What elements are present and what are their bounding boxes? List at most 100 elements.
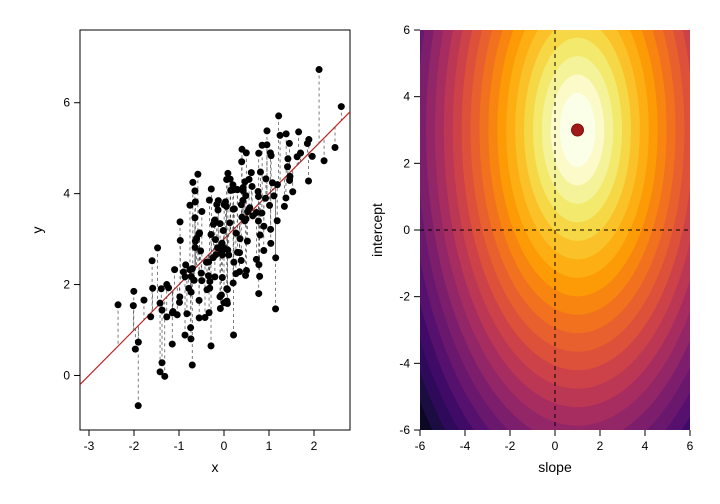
scatter-point — [249, 212, 256, 219]
y-tick-label: 2 — [63, 278, 70, 292]
scatter-point — [234, 186, 241, 193]
scatter-point — [238, 257, 245, 264]
scatter-point — [316, 66, 323, 73]
scatter-point — [286, 140, 293, 147]
scatter-point — [256, 273, 263, 280]
x-axis-label: slope — [538, 459, 572, 475]
scatter-point — [277, 132, 284, 139]
scatter-point — [182, 261, 189, 268]
scatter-point — [248, 169, 255, 176]
scatter-point — [304, 140, 311, 147]
y-tick-label: 6 — [403, 23, 410, 37]
x-tick-label: -1 — [174, 439, 185, 453]
scatter-point — [234, 249, 241, 256]
scatter-point — [140, 297, 147, 304]
scatter-point — [149, 257, 156, 264]
scatter-point — [231, 205, 238, 212]
scatter-point — [289, 188, 296, 195]
scatter-point — [191, 187, 198, 194]
scatter-point — [220, 227, 227, 234]
y-tick-label: 4 — [403, 90, 410, 104]
scatter-point — [135, 402, 142, 409]
scatter-point — [130, 302, 137, 309]
scatter-point — [284, 163, 291, 170]
scatter-point — [208, 342, 215, 349]
scatter-point — [255, 188, 262, 195]
scatter-point — [262, 175, 269, 182]
x-tick-label: 0 — [221, 439, 228, 453]
scatter-point — [219, 240, 226, 247]
scatter-point — [257, 168, 264, 175]
y-tick-label: 0 — [63, 368, 70, 382]
scatter-point — [187, 324, 194, 331]
scatter-point — [198, 277, 205, 284]
scatter-point — [187, 335, 194, 342]
scatter-point — [244, 238, 251, 245]
x-tick-label: -2 — [129, 439, 140, 453]
scatter-point — [263, 141, 270, 148]
scatter-point — [219, 274, 226, 281]
scatter-point — [149, 285, 156, 292]
y-tick-label: -6 — [399, 423, 410, 437]
scatter-point — [215, 197, 222, 204]
x-tick-label: -2 — [505, 439, 516, 453]
scatter-point — [174, 311, 181, 318]
scatter-point — [253, 256, 260, 263]
scatter-point — [246, 176, 253, 183]
scatter-point — [246, 204, 253, 211]
scatter-point — [243, 149, 250, 156]
y-tick-label: 0 — [403, 223, 410, 237]
scatter-point — [243, 267, 250, 274]
scatter-point — [147, 313, 154, 320]
x-tick-label: -6 — [415, 439, 426, 453]
scatter-point — [196, 314, 203, 321]
scatter-point — [189, 179, 196, 186]
scatter-point — [255, 290, 262, 297]
scatter-point — [263, 127, 270, 134]
scatter-point — [274, 217, 281, 224]
scatter-point — [198, 208, 205, 215]
scatter-point — [272, 305, 279, 312]
scatter-point — [332, 144, 339, 151]
scatter-point — [171, 266, 178, 273]
scatter-point — [305, 177, 312, 184]
scatter-point — [132, 346, 139, 353]
scatter-point — [270, 192, 277, 199]
scatter-point — [212, 236, 219, 243]
scatter-point — [282, 194, 289, 201]
scatter-point — [230, 331, 237, 338]
scatter-point — [257, 232, 264, 239]
scatter-point — [177, 218, 184, 225]
scatter-point — [267, 149, 274, 156]
scatter-point — [186, 202, 193, 209]
scatter-point — [260, 247, 267, 254]
scatter-point — [198, 270, 205, 277]
scatter-point — [159, 359, 166, 366]
scatter-point — [191, 214, 198, 221]
scatter-point — [260, 223, 267, 230]
scatter-point — [224, 286, 231, 293]
scatter-point — [211, 216, 218, 223]
scatter-point — [159, 307, 166, 314]
scatter-point — [197, 247, 204, 254]
scatter-point — [194, 171, 201, 178]
scatter-point — [154, 244, 161, 251]
scatter-point — [267, 226, 274, 233]
scatter-point — [236, 268, 243, 275]
scatter-point — [196, 230, 203, 237]
x-tick-label: -4 — [460, 439, 471, 453]
scatter-point — [255, 150, 262, 157]
y-axis-label: intercept — [369, 203, 385, 257]
x-tick-label: 2 — [311, 439, 318, 453]
scatter-point — [185, 285, 192, 292]
scatter-point — [222, 198, 229, 205]
scatter-point — [191, 277, 198, 284]
chart-figure: -3-2-10120246xy-6-4-20246-6-4-20246slope… — [0, 0, 720, 504]
scatter-point — [281, 203, 288, 210]
scatter-point — [206, 309, 213, 316]
scatter-point — [189, 362, 196, 369]
scatter-point — [206, 278, 213, 285]
scatter-point — [217, 305, 224, 312]
scatter-point — [169, 341, 176, 348]
x-axis-label: x — [212, 459, 219, 475]
